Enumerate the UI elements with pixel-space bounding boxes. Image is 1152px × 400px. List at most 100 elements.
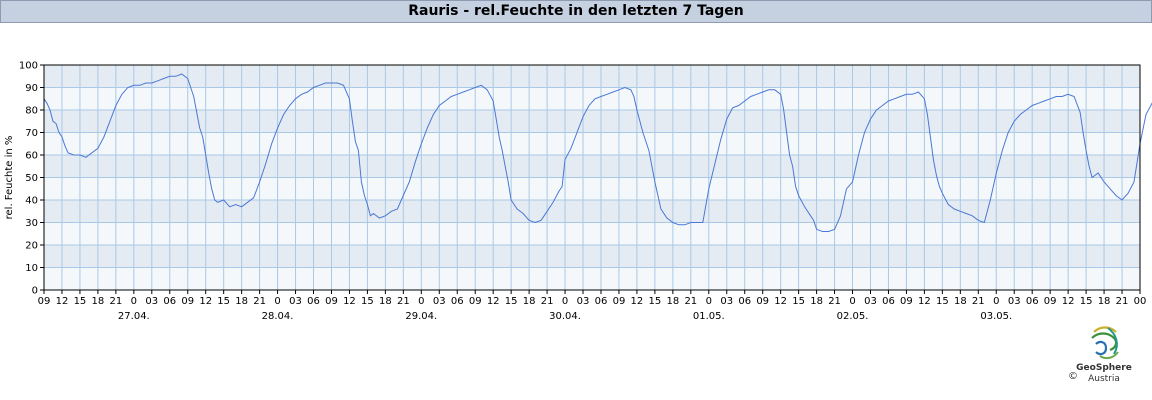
x-date-label: 28.04. <box>262 311 294 322</box>
chart-labels: 0 10 20 30 40 50 60 70 80 90 100 09 12 15 18 21 0 03 06 09 1… <box>19 61 1146 323</box>
x-tick-label: 12 <box>631 296 644 307</box>
x-tick-label: 12 <box>487 296 500 307</box>
x-tick-label: 06 <box>738 296 751 307</box>
x-tick-label: 12 <box>199 296 212 307</box>
x-tick-label: 03 <box>1008 296 1021 307</box>
y-band <box>44 87 1140 110</box>
y-tick-label: 20 <box>25 241 38 252</box>
x-tick-label: 09 <box>325 296 338 307</box>
chart-title: Rauris - rel.Feuchte in den letzten 7 Ta… <box>408 3 744 19</box>
x-tick-label: 00 <box>1134 296 1147 307</box>
x-tick-label: 15 <box>1080 296 1093 307</box>
x-tick-label: 0 <box>131 296 137 307</box>
x-tick-label: 15 <box>361 296 374 307</box>
x-tick-label: 03 <box>577 296 590 307</box>
y-band <box>44 155 1140 178</box>
x-tick-label: 09 <box>38 296 51 307</box>
y-band <box>44 177 1140 200</box>
x-tick-label: 18 <box>666 296 679 307</box>
chart-bands <box>44 65 1140 290</box>
x-tick-label: 0 <box>274 296 280 307</box>
x-tick-label: 18 <box>810 296 823 307</box>
y-band <box>44 110 1140 133</box>
x-tick-label: 21 <box>828 296 841 307</box>
x-date-label: 01.05. <box>693 311 725 322</box>
x-tick-label: 06 <box>882 296 895 307</box>
brand-line2: Austria <box>1088 374 1120 384</box>
plot-frame <box>43 64 1141 291</box>
x-date-label: 27.04. <box>118 311 150 322</box>
x-tick-label: 12 <box>774 296 787 307</box>
x-tick-label: 12 <box>918 296 931 307</box>
geosphere-logo: GeoSphere Austria <box>1064 322 1144 392</box>
y-tick-label: 40 <box>25 196 38 207</box>
x-tick-label: 06 <box>451 296 464 307</box>
y-tick-label: 10 <box>25 263 38 274</box>
x-tick-label: 18 <box>235 296 248 307</box>
x-tick-label: 15 <box>649 296 662 307</box>
x-tick-label: 21 <box>397 296 410 307</box>
x-tick-label: 18 <box>954 296 967 307</box>
x-tick-label: 06 <box>307 296 320 307</box>
y-tick-label: 70 <box>25 128 38 139</box>
x-tick-label: 21 <box>110 296 123 307</box>
y-band <box>44 245 1140 268</box>
x-tick-label: 06 <box>163 296 176 307</box>
y-axis-label: rel. Feuchte in % <box>4 136 15 220</box>
x-tick-label: 21 <box>253 296 266 307</box>
x-tick-label: 03 <box>864 296 877 307</box>
x-tick-label: 18 <box>92 296 105 307</box>
y-band <box>44 267 1140 290</box>
x-tick-label: 09 <box>900 296 913 307</box>
x-tick-label: 18 <box>379 296 392 307</box>
x-tick-label: 06 <box>1026 296 1039 307</box>
x-tick-label: 09 <box>181 296 194 307</box>
y-band <box>44 222 1140 245</box>
x-tick-label: 15 <box>505 296 518 307</box>
x-tick-label: 09 <box>1044 296 1057 307</box>
x-tick-label: 0 <box>418 296 424 307</box>
humidity-line <box>43 73 1152 232</box>
x-tick-label: 09 <box>469 296 482 307</box>
copyright-symbol: © <box>1068 371 1078 382</box>
x-tick-label: 18 <box>523 296 536 307</box>
x-tick-label: 0 <box>706 296 712 307</box>
x-tick-label: 12 <box>343 296 356 307</box>
x-tick-label: 09 <box>613 296 626 307</box>
chart-ticks <box>40 64 1141 294</box>
y-tick-label: 30 <box>25 218 38 229</box>
x-tick-label: 03 <box>289 296 302 307</box>
x-tick-label: 06 <box>595 296 608 307</box>
x-tick-label: 15 <box>74 296 87 307</box>
x-tick-label: 0 <box>993 296 999 307</box>
x-tick-label: 15 <box>936 296 949 307</box>
x-tick-label: 03 <box>433 296 446 307</box>
x-tick-label: 0 <box>849 296 855 307</box>
x-tick-label: 21 <box>684 296 697 307</box>
x-date-label: 02.05. <box>837 311 869 322</box>
x-tick-label: 18 <box>1098 296 1111 307</box>
geosphere-mark-icon <box>1091 326 1119 360</box>
x-tick-label: 09 <box>756 296 769 307</box>
y-band <box>44 200 1140 223</box>
chart-title-bar: Rauris - rel.Feuchte in den letzten 7 Ta… <box>0 0 1152 23</box>
x-tick-label: 21 <box>972 296 985 307</box>
y-tick-label: 90 <box>25 83 38 94</box>
y-band <box>44 65 1140 88</box>
x-date-label: 03.05. <box>980 311 1012 322</box>
y-band <box>44 132 1140 155</box>
x-date-label: 30.04. <box>549 311 581 322</box>
x-tick-label: 12 <box>56 296 69 307</box>
x-tick-label: 21 <box>541 296 554 307</box>
y-tick-label: 50 <box>25 173 38 184</box>
brand-line1: GeoSphere <box>1076 363 1132 373</box>
y-tick-label: 80 <box>25 106 38 117</box>
x-date-label: 29.04. <box>405 311 437 322</box>
y-tick-label: 0 <box>32 286 38 297</box>
x-tick-label: 15 <box>792 296 805 307</box>
x-tick-label: 03 <box>720 296 733 307</box>
x-tick-label: 03 <box>145 296 158 307</box>
y-tick-label: 60 <box>25 151 38 162</box>
x-tick-label: 0 <box>562 296 568 307</box>
